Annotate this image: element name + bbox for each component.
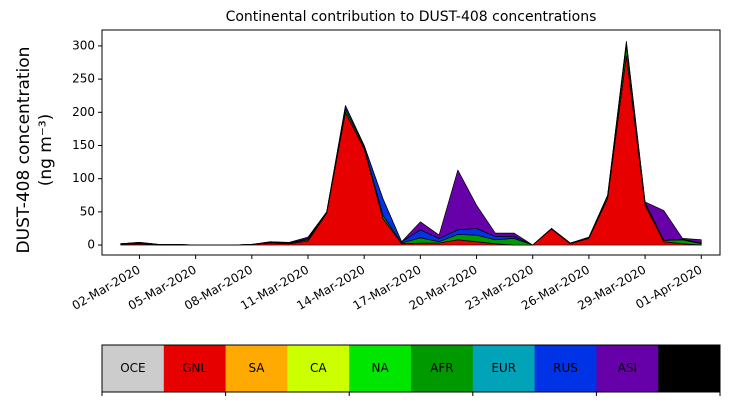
legend-label: CA: [310, 361, 327, 375]
legend-label: EUR: [491, 361, 516, 375]
legend-swatch: [596, 345, 659, 392]
legend-swatch: [102, 345, 165, 392]
plot-frame: [101, 29, 721, 256]
legend-label: GNL: [182, 361, 207, 375]
legend-label: RUS: [553, 361, 578, 375]
y-tick-label: 0: [87, 238, 95, 252]
area: [120, 40, 702, 246]
legend-label: SA: [248, 361, 265, 375]
y-tick-label: 100: [72, 171, 95, 185]
y-tick-label: 300: [72, 38, 95, 52]
legend-label: AUS: [677, 361, 702, 375]
y-tick-label: 200: [72, 105, 95, 119]
legend-swatch: [472, 345, 536, 392]
legend-swatch: [411, 345, 474, 392]
legend-frame: [101, 344, 721, 393]
legend-swatch: [349, 345, 412, 392]
legend-swatch: [163, 345, 227, 392]
legend-label: OCE: [120, 361, 145, 375]
legend-swatch: [287, 345, 350, 392]
y-tick-label: 150: [72, 138, 95, 152]
chart-title: Continental contribution to DUST-408 con…: [226, 9, 597, 25]
y-label-line: DUST-408 concentration: [14, 47, 34, 254]
legend-swatch: [658, 345, 721, 392]
y-tick-label: 50: [80, 204, 95, 218]
legend-label: ASI: [618, 361, 637, 375]
y-tick-label: 250: [72, 72, 95, 86]
y-axis-label: DUST-408 concentration (ng m⁻³): [14, 47, 56, 254]
y-label-line: (ng m⁻³): [36, 114, 56, 187]
legend-label: NA: [372, 361, 390, 375]
legend-swatch: [225, 345, 288, 392]
legend-swatch: [534, 345, 597, 392]
legend-label: AFR: [430, 361, 453, 375]
